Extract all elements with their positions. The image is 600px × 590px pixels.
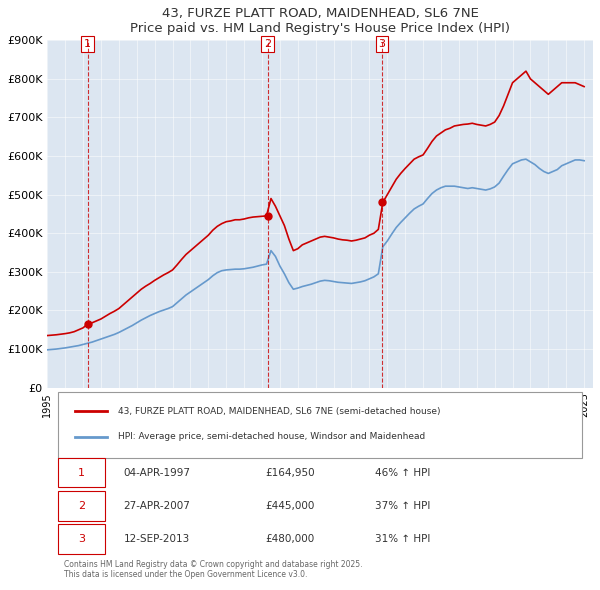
Text: 3: 3 bbox=[379, 39, 386, 49]
Text: £164,950: £164,950 bbox=[266, 468, 315, 478]
Text: 37% ↑ HPI: 37% ↑ HPI bbox=[375, 501, 430, 511]
Text: 12-SEP-2013: 12-SEP-2013 bbox=[124, 534, 190, 544]
Text: 1: 1 bbox=[78, 468, 85, 478]
FancyBboxPatch shape bbox=[58, 392, 582, 458]
Text: 27-APR-2007: 27-APR-2007 bbox=[124, 501, 191, 511]
Text: HPI: Average price, semi-detached house, Windsor and Maidenhead: HPI: Average price, semi-detached house,… bbox=[118, 432, 425, 441]
FancyBboxPatch shape bbox=[58, 525, 104, 554]
Text: 43, FURZE PLATT ROAD, MAIDENHEAD, SL6 7NE (semi-detached house): 43, FURZE PLATT ROAD, MAIDENHEAD, SL6 7N… bbox=[118, 407, 441, 415]
FancyBboxPatch shape bbox=[58, 491, 104, 520]
Text: £445,000: £445,000 bbox=[266, 501, 315, 511]
Title: 43, FURZE PLATT ROAD, MAIDENHEAD, SL6 7NE
Price paid vs. HM Land Registry's Hous: 43, FURZE PLATT ROAD, MAIDENHEAD, SL6 7N… bbox=[130, 7, 510, 35]
FancyBboxPatch shape bbox=[58, 458, 104, 487]
Text: 1: 1 bbox=[84, 39, 91, 49]
Text: £480,000: £480,000 bbox=[266, 534, 315, 544]
Text: 46% ↑ HPI: 46% ↑ HPI bbox=[375, 468, 430, 478]
Text: 04-APR-1997: 04-APR-1997 bbox=[124, 468, 191, 478]
Text: 2: 2 bbox=[264, 39, 271, 49]
Text: Contains HM Land Registry data © Crown copyright and database right 2025.
This d: Contains HM Land Registry data © Crown c… bbox=[64, 560, 362, 579]
Text: 31% ↑ HPI: 31% ↑ HPI bbox=[375, 534, 430, 544]
Text: 3: 3 bbox=[78, 534, 85, 544]
Text: 2: 2 bbox=[78, 501, 85, 511]
